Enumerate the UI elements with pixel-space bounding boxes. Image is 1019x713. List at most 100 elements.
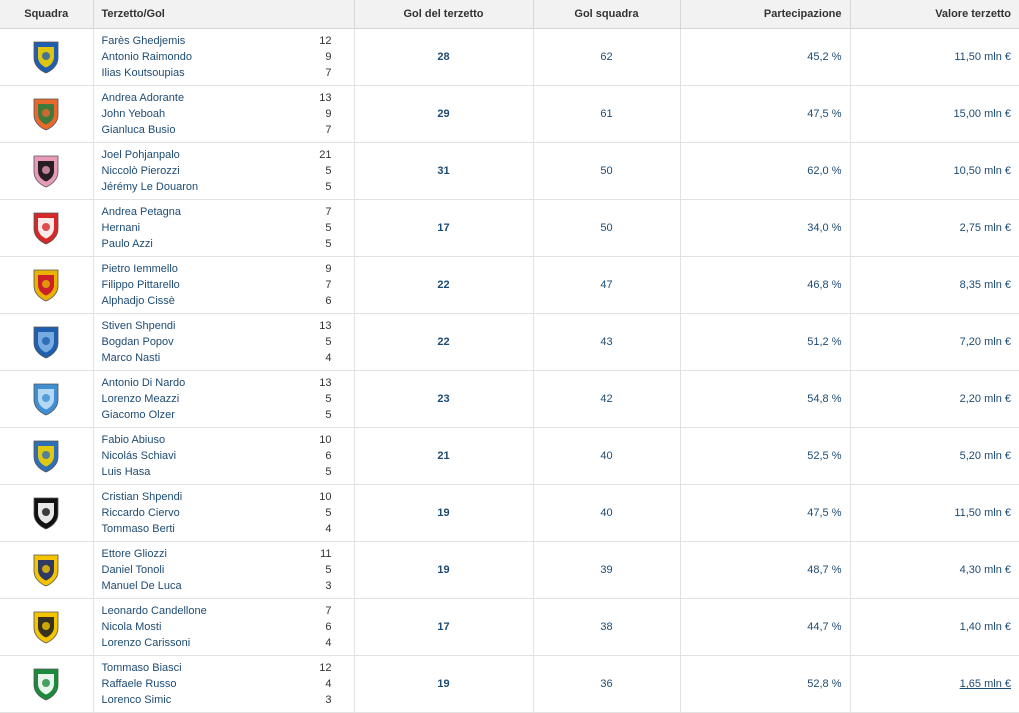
player-name-link[interactable]: Tommaso Biasci (101, 662, 182, 674)
player-name-link[interactable]: Pietro Iemmello (101, 263, 178, 275)
team-cell[interactable] (0, 427, 94, 485)
player-row: Lorenzo Meazzi 5 (102, 392, 346, 406)
player-row: Antonio Di Nardo 13 (102, 376, 346, 390)
table-row: Fabio Abiuso 10 Nicolás Schiavi 6 Luis Hasa 5… (0, 427, 1019, 485)
player-name-link[interactable]: Raffaele Russo (101, 678, 177, 690)
player-row: Riccardo Ciervo 5 (102, 506, 346, 520)
share-value: 47,5 % (680, 85, 851, 143)
player-name-link[interactable]: Niccolò Pierozzi (101, 165, 180, 177)
trio-cell: Andrea Adorante 13 John Yeboah 9 Gianluca Bu… (93, 85, 355, 143)
player-name-link[interactable]: Luis Hasa (101, 466, 151, 478)
player-name-link[interactable]: Filippo Pittarello (101, 279, 180, 291)
trio-goals-value: 19 (354, 541, 534, 599)
trio-value: 11,50 mln € (850, 484, 1019, 542)
team-cell[interactable] (0, 484, 94, 542)
catanzaro-crest-icon[interactable] (32, 268, 60, 302)
player-name-link[interactable]: Nicolás Schiavi (101, 450, 177, 462)
player-name-link[interactable]: Farès Ghedjemis (101, 35, 186, 47)
player-name-link[interactable]: Daniel Tonoli (101, 564, 165, 576)
trio-goals-value: 23 (354, 370, 534, 428)
player-name-link[interactable]: Riccardo Ciervo (101, 507, 180, 519)
player-list: Leonardo Candellone 7 Nicola Mosti 6 Lorenzo… (102, 604, 346, 650)
trio-value: 15,00 mln € (850, 85, 1019, 143)
player-name-link[interactable]: Joel Pohjanpalo (101, 149, 180, 161)
player-name-link[interactable]: Andrea Adorante (101, 92, 185, 104)
player-name-link[interactable]: Fabio Abiuso (101, 434, 166, 446)
header-value[interactable]: Valore terzetto (850, 0, 1019, 29)
venezia-crest-icon[interactable] (32, 97, 60, 131)
player-name-link[interactable]: Andrea Petagna (101, 206, 182, 218)
share-value: 44,7 % (680, 598, 851, 656)
player-name-link[interactable]: John Yeboah (101, 108, 166, 120)
trio-goals-value: 17 (354, 199, 534, 257)
player-name-link[interactable]: Lorenzo Meazzi (101, 393, 180, 405)
player-name-link[interactable]: Jérémy Le Douaron (101, 181, 199, 193)
player-row: Giacomo Olzer 5 (102, 408, 346, 422)
player-name-link[interactable]: Antonio Di Nardo (101, 377, 186, 389)
player-name-link[interactable]: Nicola Mosti (101, 621, 162, 633)
palermo-crest-icon[interactable] (32, 154, 60, 188)
player-name-link[interactable]: Cristian Shpendi (101, 491, 183, 503)
table-row: Farès Ghedjemis 12 Antonio Raimondo 9 Ilias … (0, 28, 1019, 86)
team-crest[interactable] (8, 667, 85, 701)
player-name-link[interactable]: Marco Nasti (101, 352, 161, 364)
team-crest[interactable] (8, 610, 85, 644)
header-team[interactable]: Squadra (0, 0, 94, 29)
player-name-link[interactable]: Alphadjo Cissè (101, 295, 175, 307)
team-crest[interactable] (8, 553, 85, 587)
player-name-link[interactable]: Giacomo Olzer (101, 409, 175, 421)
pescara-crest-icon[interactable] (32, 382, 60, 416)
cesena-crest-icon[interactable] (32, 496, 60, 530)
team-cell[interactable] (0, 370, 94, 428)
player-name-link[interactable]: Paulo Azzi (101, 238, 153, 250)
juve-stabia-crest-icon[interactable] (32, 610, 60, 644)
team-cell[interactable] (0, 199, 94, 257)
team-cell[interactable] (0, 85, 94, 143)
player-goals: 5 (325, 336, 332, 348)
player-goals: 3 (325, 580, 332, 592)
team-crest[interactable] (8, 268, 85, 302)
avellino-crest-icon[interactable] (32, 667, 60, 701)
team-cell[interactable] (0, 598, 94, 656)
player-name-link[interactable]: Hernani (101, 222, 141, 234)
team-cell[interactable] (0, 28, 94, 86)
team-cell[interactable] (0, 655, 94, 713)
team-cell[interactable] (0, 541, 94, 599)
player-name-link[interactable]: Stiven Shpendi (101, 320, 176, 332)
carrarese-crest-icon[interactable] (32, 439, 60, 473)
team-cell[interactable] (0, 313, 94, 371)
player-name-link[interactable]: Antonio Raimondo (101, 51, 193, 63)
player-name-link[interactable]: Manuel De Luca (101, 580, 182, 592)
header-trio[interactable]: Terzetto/Gol (93, 0, 355, 29)
team-cell[interactable] (0, 142, 94, 200)
header-share[interactable]: Partecipazione (680, 0, 851, 29)
team-crest[interactable] (8, 325, 85, 359)
player-name-link[interactable]: Ilias Koutsoupias (101, 67, 185, 79)
empoli-crest-icon[interactable] (32, 325, 60, 359)
team-goals-value: 38 (533, 598, 681, 656)
player-name-link[interactable]: Leonardo Candellone (101, 605, 207, 617)
player-name-link[interactable]: Gianluca Busio (101, 124, 176, 136)
trio-cell: Antonio Di Nardo 13 Lorenzo Meazzi 5 Giacomo… (93, 370, 355, 428)
team-crest[interactable] (8, 40, 85, 74)
table-row: Leonardo Candellone 7 Nicola Mosti 6 Lorenzo… (0, 598, 1019, 656)
share-value: 52,8 % (680, 655, 851, 713)
padova-crest-icon[interactable] (32, 211, 60, 245)
player-name-link[interactable]: Lorenzo Carissoni (101, 637, 191, 649)
player-name-link[interactable]: Bogdan Popov (101, 336, 174, 348)
team-crest[interactable] (8, 154, 85, 188)
header-team-goals[interactable]: Gol squadra (533, 0, 681, 29)
player-list: Andrea Adorante 13 John Yeboah 9 Gianluca Bu… (102, 91, 346, 137)
team-cell[interactable] (0, 256, 94, 314)
player-name-link[interactable]: Ettore Gliozzi (101, 548, 167, 560)
modena-crest-icon[interactable] (32, 553, 60, 587)
player-name-link[interactable]: Tommaso Berti (101, 523, 175, 535)
team-crest[interactable] (8, 382, 85, 416)
team-crest[interactable] (8, 439, 85, 473)
team-crest[interactable] (8, 496, 85, 530)
team-crest[interactable] (8, 211, 85, 245)
frosinone-crest-icon[interactable] (32, 40, 60, 74)
header-trio-goals[interactable]: Gol del terzetto (354, 0, 534, 29)
player-name-link[interactable]: Lorenco Simic (101, 694, 172, 706)
team-crest[interactable] (8, 97, 85, 131)
